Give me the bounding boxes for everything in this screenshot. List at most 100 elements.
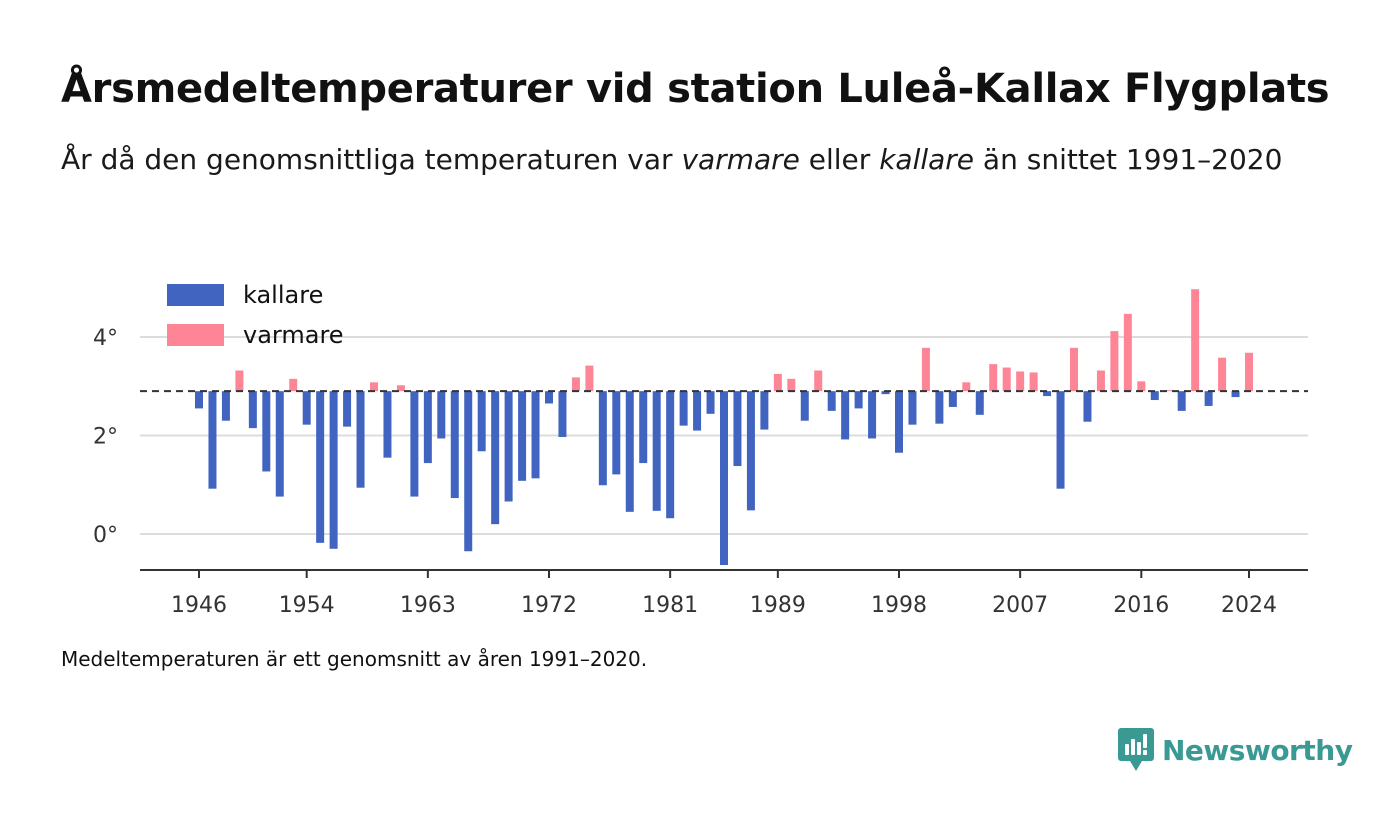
- bar-1969: [504, 391, 513, 502]
- bar-1987: [746, 391, 755, 511]
- bar-1954: [302, 391, 311, 425]
- bar-2002: [948, 391, 957, 407]
- legend-label-varmare: varmare: [243, 321, 344, 349]
- x-tick-label-1998: 1998: [871, 593, 927, 618]
- bar-1976: [598, 391, 607, 486]
- bar-1947: [208, 391, 217, 489]
- bar-2007: [1016, 371, 1025, 392]
- bar-1971: [531, 391, 540, 479]
- bar-2006: [1002, 367, 1011, 392]
- bar-2000: [921, 347, 930, 392]
- bar-1959: [370, 382, 378, 392]
- bar-1981: [666, 391, 675, 519]
- bar-1974: [571, 377, 580, 392]
- bar-1950: [248, 391, 257, 429]
- x-tick-label-1972: 1972: [521, 593, 577, 618]
- bar-2005: [989, 364, 998, 392]
- brand-logo: Newsworthy: [1118, 728, 1353, 772]
- bar-1982: [679, 391, 688, 426]
- bar-1955: [316, 391, 325, 543]
- bar-2016: [1137, 381, 1146, 392]
- y-tick-label-0: 0°: [93, 523, 118, 548]
- bar-1965: [450, 391, 459, 499]
- bar-1963: [423, 391, 432, 464]
- bar-2024: [1245, 352, 1253, 392]
- bar-1973: [558, 391, 567, 437]
- bar-1964: [437, 391, 446, 439]
- bar-2012: [1083, 391, 1092, 422]
- bar-1985: [720, 391, 728, 566]
- bar-1988: [760, 391, 769, 430]
- bar-1956: [329, 391, 338, 549]
- bar-2021: [1204, 391, 1213, 406]
- bar-1996: [868, 391, 877, 439]
- bar-2014: [1110, 331, 1119, 392]
- legend-label-kallare: kallare: [243, 281, 323, 309]
- bar-1980: [652, 391, 661, 511]
- y-axis-ticks: 0° 2° 4°: [93, 326, 118, 548]
- x-tick-label-1963: 1963: [400, 593, 456, 618]
- bar-1999: [908, 391, 917, 425]
- bar-1946: [195, 391, 203, 409]
- bar-1995: [854, 391, 863, 409]
- bar-2020: [1191, 289, 1200, 392]
- bar-1952: [275, 391, 284, 497]
- bar-1986: [733, 391, 742, 467]
- bar-2022: [1218, 357, 1227, 392]
- x-tick-label-1989: 1989: [750, 593, 806, 618]
- bar-2010: [1056, 391, 1065, 489]
- bar-1991: [800, 391, 809, 421]
- bar-1983: [693, 391, 702, 431]
- bar-2013: [1096, 370, 1105, 392]
- x-tick-label-1954: 1954: [279, 593, 335, 618]
- x-tick-label-2024: 2024: [1221, 593, 1277, 618]
- bar-1993: [827, 391, 836, 411]
- bar-1960: [383, 391, 392, 458]
- bar-2008: [1029, 372, 1038, 392]
- bar-1975: [585, 365, 594, 392]
- bar-2019: [1177, 391, 1186, 411]
- chart-title: Årsmedeltemperaturer vid station Luleå-K…: [61, 66, 1330, 112]
- subtitle-text-1: År då den genomsnittliga temperaturen va…: [61, 143, 682, 176]
- x-axis-ticks: 1946 1954 1963 1972 1981 1989 1998 2007 2016 2024: [171, 570, 1277, 618]
- chart-subtitle: År då den genomsnittliga temperaturen va…: [61, 138, 1311, 181]
- bar-2011: [1070, 347, 1078, 392]
- bar-1970: [518, 391, 527, 481]
- bar-2009: [1043, 391, 1052, 397]
- x-tick-label-2007: 2007: [992, 593, 1048, 618]
- bar-1966: [464, 391, 473, 552]
- bar-2004: [975, 391, 984, 415]
- bar-2003: [962, 382, 971, 392]
- bar-1968: [491, 391, 500, 525]
- bar-1957: [343, 391, 352, 427]
- subtitle-text-2: eller: [799, 143, 880, 176]
- subtitle-warmer-word: varmare: [681, 143, 800, 176]
- bar-2001: [935, 391, 944, 424]
- bar-1961: [396, 385, 405, 392]
- bar-1958: [356, 391, 365, 488]
- legend: kallare varmare: [167, 281, 344, 349]
- bar-1978: [625, 391, 634, 512]
- bar-1992: [814, 370, 823, 392]
- bars: [195, 289, 1253, 566]
- footnote: Medeltemperaturen är ett genomsnitt av å…: [61, 647, 648, 671]
- bar-1979: [639, 391, 648, 464]
- subtitle-colder-word: kallare: [879, 143, 975, 176]
- bar-1990: [787, 378, 796, 392]
- bar-1972: [545, 391, 553, 404]
- bar-2023: [1231, 391, 1240, 398]
- bar-1989: [773, 373, 782, 392]
- x-tick-label-1946: 1946: [171, 593, 227, 618]
- bar-1977: [612, 391, 621, 475]
- bar-2015: [1123, 313, 1132, 392]
- bar-1951: [262, 391, 271, 472]
- bar-1998: [895, 391, 903, 453]
- subtitle-text-3: än snittet 1991–2020: [974, 143, 1283, 176]
- bar-1949: [235, 370, 244, 392]
- bar-1994: [841, 391, 850, 440]
- bar-2018: [1164, 390, 1173, 392]
- bar-1953: [289, 378, 298, 392]
- x-tick-label-1981: 1981: [642, 593, 698, 618]
- y-tick-label-2: 2°: [93, 425, 118, 450]
